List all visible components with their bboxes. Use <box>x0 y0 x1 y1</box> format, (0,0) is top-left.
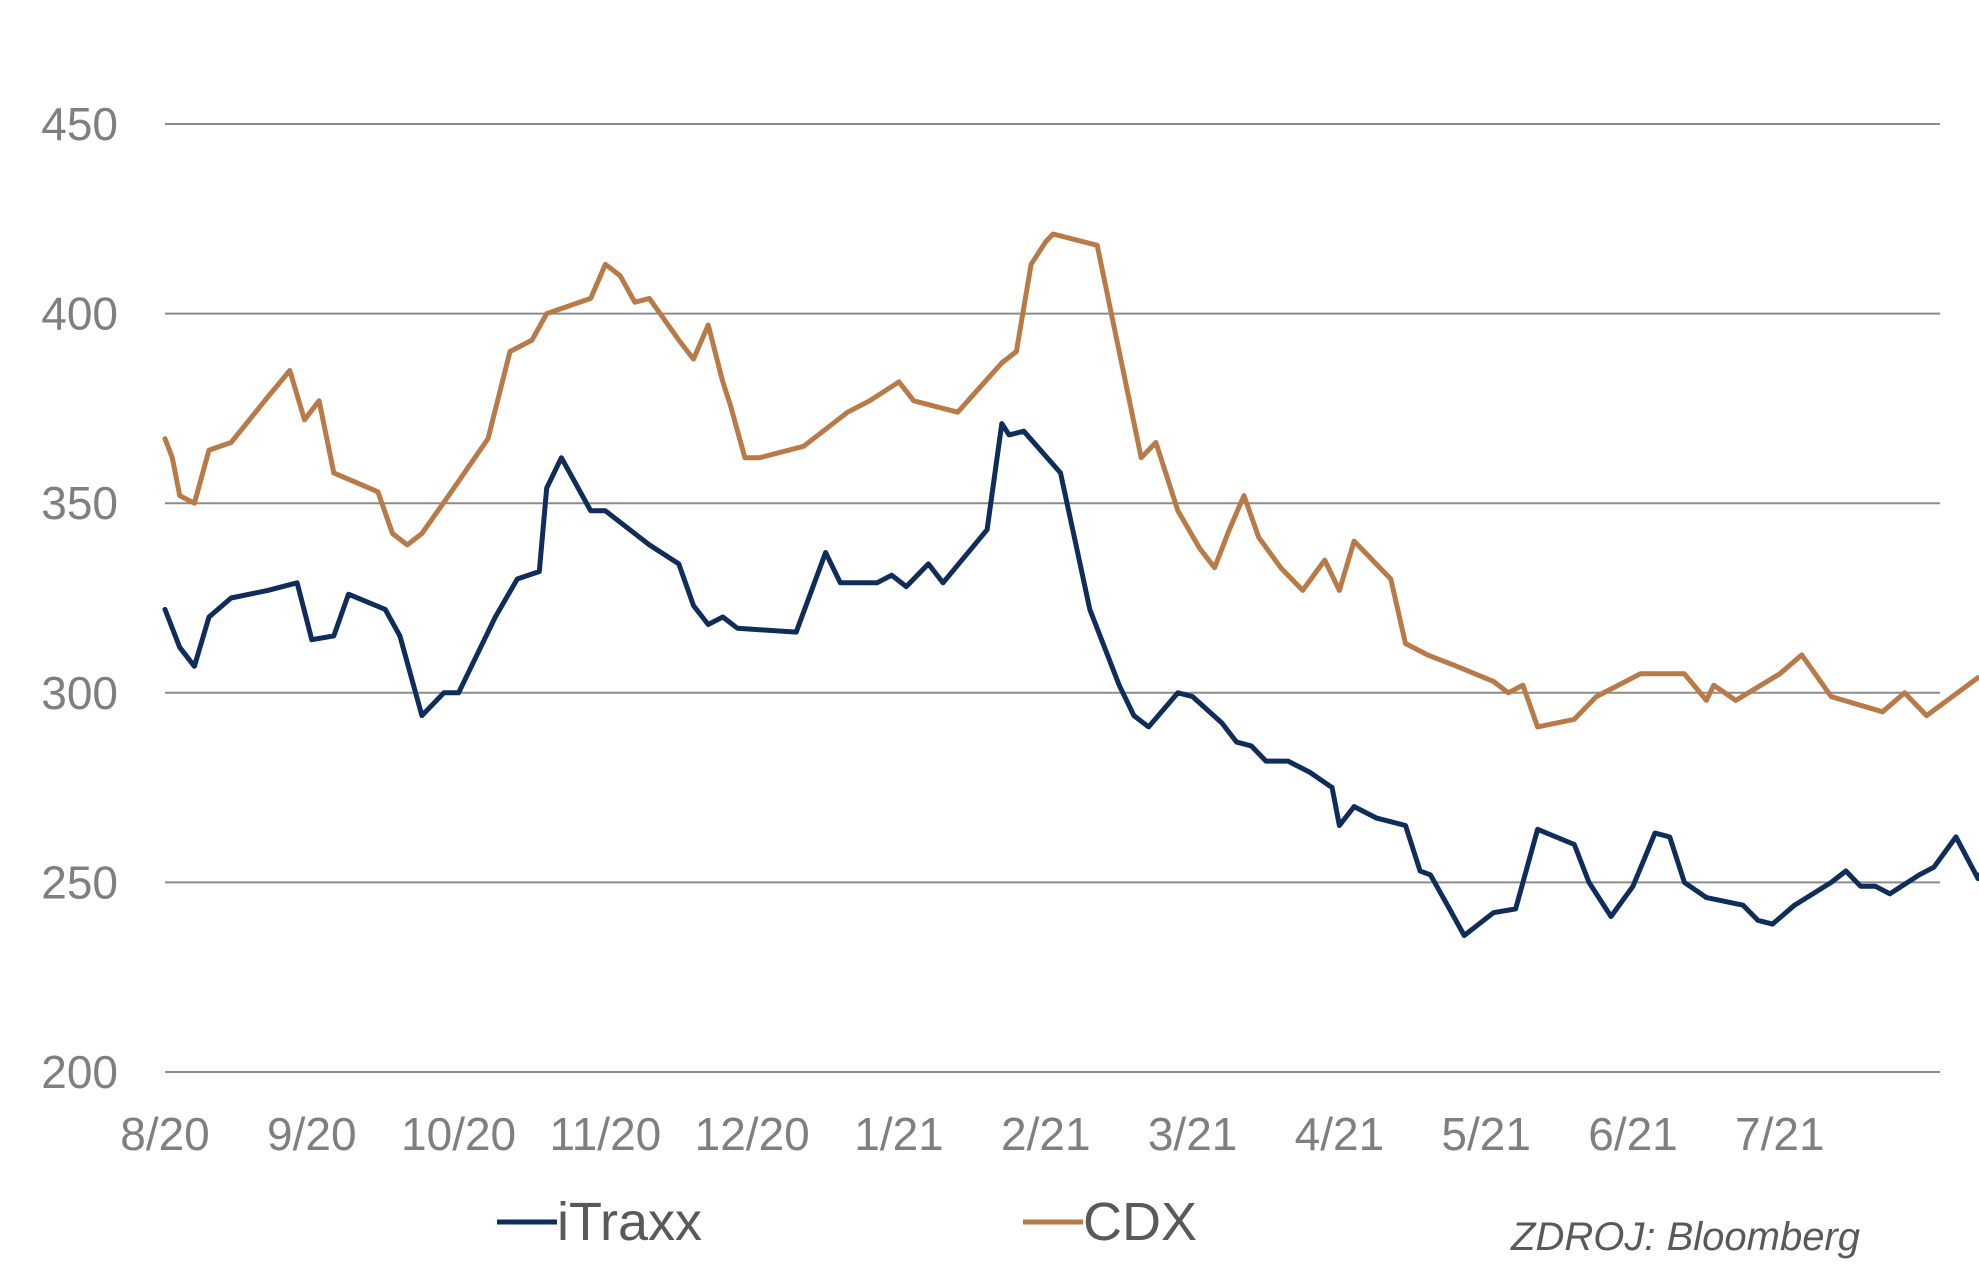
x-tick-label: 6/21 <box>1588 1108 1678 1160</box>
series-lines <box>162 231 1979 938</box>
y-axis-ticks: 200 250 300 350 400 450 <box>41 98 118 1098</box>
x-tick-label: 8/20 <box>120 1108 210 1160</box>
y-tick-label: 450 <box>41 98 118 150</box>
x-tick-label: 9/20 <box>267 1108 357 1160</box>
legend-label-itraxx: iTraxx <box>557 1192 702 1252</box>
y-tick-label: 300 <box>41 667 118 719</box>
legend: iTraxx CDX <box>497 1192 1197 1252</box>
x-tick-label: 2/21 <box>1001 1108 1091 1160</box>
y-tick-label: 200 <box>41 1046 118 1098</box>
y-tick-label: 250 <box>41 856 118 908</box>
series-line-itraxx <box>162 421 1979 938</box>
source-note: ZDROJ: Bloomberg <box>1510 1215 1860 1259</box>
legend-label-cdx: CDX <box>1083 1192 1197 1252</box>
y-tick-label: 350 <box>41 477 118 529</box>
x-tick-label: 4/21 <box>1295 1108 1385 1160</box>
x-tick-label: 12/20 <box>695 1108 810 1160</box>
x-tick-label: 1/21 <box>854 1108 944 1160</box>
x-tick-label: 5/21 <box>1441 1108 1531 1160</box>
x-tick-label: 11/20 <box>550 1108 662 1160</box>
x-tick-label: 7/21 <box>1735 1108 1825 1160</box>
y-tick-label: 400 <box>41 288 118 340</box>
series-line-cdx <box>162 231 1979 730</box>
x-tick-label: 10/20 <box>401 1108 516 1160</box>
x-tick-label: 3/21 <box>1148 1108 1238 1160</box>
x-axis-ticks: 8/20 9/20 10/20 11/20 12/20 1/21 2/21 3/21 4/21 5… <box>120 1108 1824 1160</box>
gridlines <box>165 123 1940 1073</box>
